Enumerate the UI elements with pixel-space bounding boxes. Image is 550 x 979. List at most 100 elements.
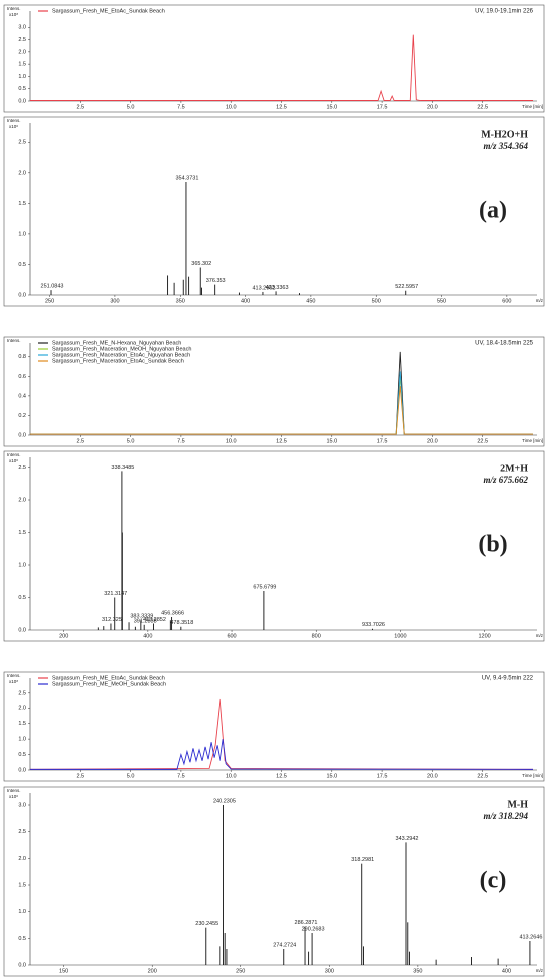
peak-label: 251.0843 [41, 284, 64, 290]
peak-label: 522.5957 [395, 284, 418, 290]
y-tick-label: 0.5 [18, 595, 26, 601]
peak-label: 933.7026 [362, 622, 385, 628]
x-tick-label: 550 [437, 298, 446, 304]
x-tick-label: 200 [148, 968, 157, 974]
panel-frame [3, 786, 545, 977]
peak-label: 391.2838 [134, 618, 157, 624]
peak-label: 230.2455 [195, 921, 218, 927]
y-label: Intens. [7, 338, 21, 343]
annotation: M-H [507, 799, 528, 810]
x-tick-label: 15.0 [326, 438, 337, 444]
chromatogram-line [30, 386, 533, 435]
x-tick-label: 2.5 [76, 104, 84, 110]
peak-label: 354.3731 [175, 175, 198, 181]
x-tick-label: 20.0 [427, 104, 438, 110]
x-tick-label: 17.5 [377, 104, 388, 110]
x-tick-label: 400 [241, 298, 250, 304]
peak-label: 456.3666 [161, 610, 184, 616]
x-tick-label: 7.5 [177, 438, 185, 444]
x-tick-label: 400 [502, 968, 511, 974]
x-label: m/z [536, 298, 544, 303]
y-label: Intens. [7, 118, 21, 123]
peak-label: 413.2646 [519, 934, 542, 940]
chromatogram-line [29, 698, 534, 770]
y-tick-label: 1.0 [18, 737, 26, 743]
y-tick-label: 0.0 [18, 292, 26, 298]
y-tick-label: 0.5 [18, 86, 26, 92]
y-label: Intens. [7, 452, 21, 457]
panel-letter: (c) [480, 868, 507, 894]
panel-letter: (a) [479, 198, 507, 224]
uv-label: UV, 18.4-18.5min 225 [475, 341, 533, 347]
peak-label: 376.353 [206, 278, 226, 284]
x-tick-label: 10.0 [226, 104, 237, 110]
x-tick-label: 7.5 [177, 104, 185, 110]
peak-label: 240.2305 [213, 798, 236, 804]
x-tick-label: 2.5 [76, 773, 84, 779]
peak-label: 290.2683 [302, 926, 325, 932]
x-tick-label: 350 [176, 298, 185, 304]
peak-label: 318.2981 [351, 857, 374, 863]
annotation: m/z 354.364 [483, 141, 528, 151]
x-label: m/z [536, 968, 544, 973]
y-tick-label: 0.5 [18, 262, 26, 268]
y-tick-label: 1.0 [18, 909, 26, 915]
x-tick-label: 500 [372, 298, 381, 304]
x-tick-label: 22.5 [477, 773, 488, 779]
x-tick-label: 600 [502, 298, 511, 304]
annotation: M-H2O+H [481, 129, 528, 140]
x-tick-label: 12.5 [276, 773, 287, 779]
y-tick-label: 1.5 [18, 530, 26, 536]
y-exponent: x10⁶ [9, 794, 18, 799]
chromatogram-line [30, 34, 533, 101]
x-tick-label: 22.5 [477, 104, 488, 110]
legend-label: Sargassum_Fresh_ME_N-Hexana_Nguyahan Bea… [52, 340, 181, 346]
y-tick-label: 3.0 [18, 25, 26, 31]
y-tick-label: 2.0 [18, 856, 26, 862]
x-tick-label: 350 [413, 968, 422, 974]
peak-label: 383.3339 [130, 614, 153, 620]
y-tick-label: 0.0 [18, 627, 26, 633]
peak-label: 338.3485 [111, 465, 134, 471]
annotation: 2M+H [500, 463, 528, 474]
x-tick-label: 400 [143, 633, 152, 639]
x-label: Time [min] [522, 773, 543, 778]
x-tick-label: 450 [306, 298, 315, 304]
legend-label: Sargassum_Fresh_ME_EtoAc_Sundak Beach [52, 675, 165, 681]
x-tick-label: 1000 [394, 633, 406, 639]
legend-label: Sargassum_Fresh_ME_MeOH_Sundak Beach [52, 681, 166, 687]
y-exponent: x10⁶ [9, 458, 18, 463]
x-tick-label: 22.5 [477, 438, 488, 444]
y-tick-label: 0.8 [18, 354, 26, 360]
panel-frame [3, 116, 545, 307]
uv-label: UV, 19.0-19.1min 226 [475, 9, 533, 15]
peak-label: 478.3518 [170, 620, 193, 626]
y-tick-label: 1.0 [18, 231, 26, 237]
x-tick-label: 15.0 [326, 773, 337, 779]
x-tick-label: 10.0 [226, 773, 237, 779]
y-tick-label: 0.6 [18, 374, 26, 380]
y-exponent: x10⁸ [9, 679, 18, 684]
y-tick-label: 3.0 [18, 802, 26, 808]
legend-label: Sargassum_Fresh_Maceration_MeOH_Nguyahan… [52, 346, 191, 352]
y-tick-label: 0.4 [18, 393, 26, 399]
peak-label: 365.302 [191, 261, 211, 267]
y-tick-label: 2.5 [18, 140, 26, 146]
x-tick-label: 15.0 [326, 104, 337, 110]
x-tick-label: 12.5 [276, 438, 287, 444]
peak-label: 423.3363 [266, 285, 289, 291]
x-tick-label: 12.5 [276, 104, 287, 110]
x-tick-label: 800 [312, 633, 321, 639]
panel-frame [3, 671, 545, 782]
x-label: m/z [536, 633, 544, 638]
y-tick-label: 1.5 [18, 721, 26, 727]
x-tick-label: 150 [59, 968, 68, 974]
x-tick-label: 7.5 [177, 773, 185, 779]
panel-frame [3, 450, 545, 642]
y-tick-label: 1.0 [18, 74, 26, 80]
peak-label: 321.3147 [104, 591, 127, 597]
chromatogram-line [30, 376, 533, 435]
x-tick-label: 20.0 [427, 773, 438, 779]
x-tick-label: 17.5 [377, 773, 388, 779]
